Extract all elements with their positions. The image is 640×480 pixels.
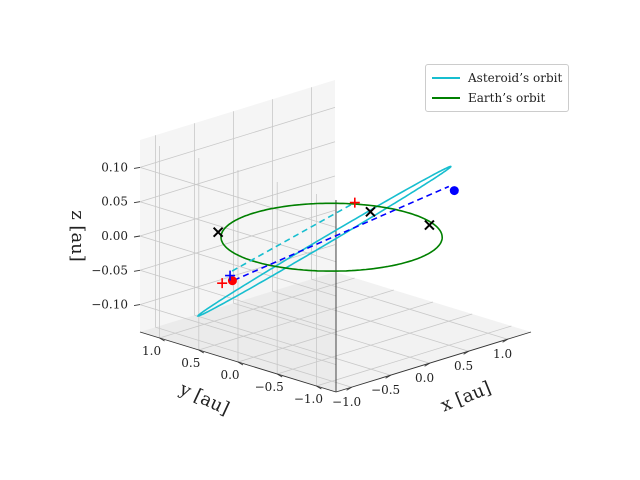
z-tick [133, 201, 141, 204]
y-tick-label: −1.0 [294, 392, 323, 406]
grid-line-z [138, 141, 337, 263]
x-tick [502, 338, 508, 343]
y-tick [316, 385, 322, 390]
y-axis-label: y [au] [175, 378, 232, 420]
y-tick [276, 373, 283, 378]
dot-marker [449, 186, 459, 196]
y-tick-label: 0.5 [181, 356, 200, 370]
plus-marker [349, 197, 360, 208]
y-tick-label: −0.5 [255, 380, 284, 394]
z-tick-label: 0.00 [101, 229, 128, 243]
x-tick [346, 386, 352, 391]
x-axis-label: x [au] [438, 377, 494, 416]
x-tick-label: −1.0 [332, 395, 361, 409]
x-marker [365, 206, 376, 218]
grid-line-x [272, 99, 469, 352]
tick-marks: −1.0 −0.5 0.0 0.5 1.0 −1.0 −0.5 0.0 0.5 1.0 −0.10 −… [91, 160, 512, 409]
grid-line-x [311, 87, 508, 340]
y-tick-label: 0.0 [220, 368, 239, 382]
legend-label-earth: Earth’s orbit [468, 91, 546, 105]
plus-marker [225, 270, 236, 281]
x-marker [212, 227, 224, 238]
z-tick-label: −0.10 [91, 298, 128, 312]
departure-transfer-line [229, 204, 352, 273]
z-axis-label: z [au] [67, 210, 88, 262]
x-axis-line [335, 331, 532, 393]
data-series [196, 165, 452, 317]
z-tick [133, 304, 141, 307]
earth-orbit-line [220, 202, 444, 272]
legend-swatch-earth [432, 97, 460, 99]
x-tick-label: 1.0 [493, 347, 512, 361]
x-tick [385, 374, 391, 379]
grid-line-x [155, 135, 352, 388]
z-tick [133, 235, 141, 238]
x-marker [424, 219, 435, 231]
return-transfer-line [233, 185, 450, 281]
legend-entry-asteroid: Asteroid’s orbit [432, 70, 562, 86]
y-tick-label: 1.0 [142, 344, 161, 358]
z-tick-label: 0.05 [101, 195, 128, 209]
data-markers [212, 186, 459, 289]
grid-line-x [194, 123, 391, 376]
y-tick [198, 349, 205, 354]
x-tick [424, 362, 430, 367]
legend-entry-earth: Earth’s orbit [432, 90, 545, 106]
z-tick [133, 269, 141, 272]
asteroid-orbit-line [196, 165, 452, 317]
z-tick [133, 166, 141, 169]
grid-line-z [138, 107, 337, 228]
y-tick [237, 361, 244, 366]
plus-marker [217, 278, 228, 289]
x-tick-label: −0.5 [371, 383, 400, 397]
x-tick [463, 350, 469, 355]
x-tick-label: 0.0 [415, 371, 434, 385]
legend-label-asteroid: Asteroid’s orbit [468, 71, 563, 85]
x-tick-label: 0.5 [454, 359, 473, 373]
z-tick-label: 0.10 [101, 160, 128, 174]
grid-line-x [233, 111, 430, 364]
legend: Asteroid’s orbit Earth’s orbit [425, 64, 569, 112]
legend-swatch-asteroid [432, 77, 460, 79]
z-tick-label: −0.05 [91, 263, 128, 277]
y-tick [159, 337, 165, 342]
